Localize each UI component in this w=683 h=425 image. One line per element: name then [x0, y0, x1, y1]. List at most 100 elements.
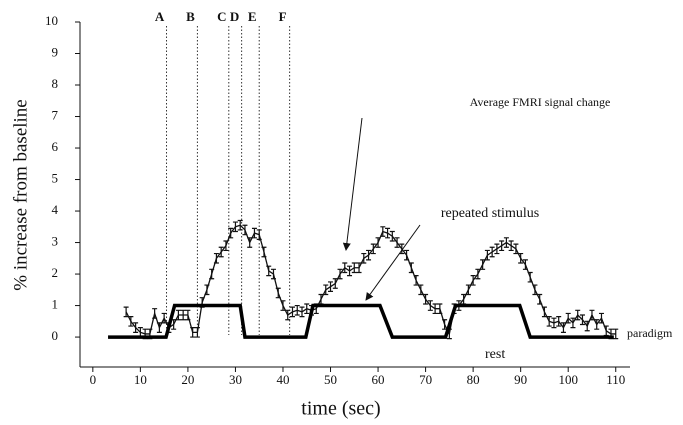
error-bar [266, 265, 272, 277]
error-bar [299, 306, 305, 318]
error-bar [570, 317, 576, 329]
error-bar [475, 268, 481, 280]
arrow [342, 117, 363, 251]
arrow [365, 224, 421, 301]
error-bar [437, 303, 443, 315]
error-bar [513, 243, 519, 255]
error-bar [161, 312, 167, 324]
error-bar [370, 243, 376, 255]
error-bar [489, 246, 495, 258]
error-bar [556, 315, 562, 327]
error-bar [223, 240, 229, 252]
x-tick-label: 30 [229, 372, 242, 387]
error-bar [503, 237, 509, 248]
annotation: rest [485, 347, 505, 362]
error-bar [256, 229, 262, 240]
error-bar [432, 303, 438, 315]
error-bar [589, 309, 595, 321]
annotation: Average FMRI signal change [470, 95, 611, 109]
error-bar [356, 262, 362, 274]
marker-label: A [155, 9, 165, 24]
error-bar [484, 249, 490, 261]
y-tick-label: 0 [52, 328, 59, 343]
error-bar [551, 317, 557, 329]
error-bar [289, 306, 295, 318]
x-tick-label: 90 [514, 372, 527, 387]
annotation: paradigm [627, 326, 673, 340]
x-tick-label: 100 [558, 372, 578, 387]
error-bar [123, 306, 129, 318]
x-tick-label: 70 [419, 372, 432, 387]
x-tick-label: 40 [276, 372, 289, 387]
marker-label: C [217, 9, 226, 24]
error-bar [404, 249, 410, 261]
error-bar [133, 322, 139, 333]
error-bar [598, 312, 604, 324]
marker-label: E [248, 9, 257, 24]
x-tick-label: 110 [606, 372, 625, 387]
series-line [108, 303, 614, 339]
error-bar [156, 322, 162, 333]
x-tick-label: 80 [467, 372, 480, 387]
error-bar [522, 259, 528, 270]
y-tick-label: 4 [52, 202, 59, 217]
error-bar [323, 284, 329, 296]
error-bar [385, 227, 391, 239]
y-tick-label: 5 [52, 171, 59, 186]
x-tick-label: 20 [181, 372, 194, 387]
error-bar [232, 221, 238, 233]
error-bar [541, 306, 547, 318]
error-bar [304, 303, 310, 315]
error-bar [537, 293, 543, 305]
error-bar [185, 309, 191, 321]
y-tick-label: 6 [52, 139, 59, 154]
error-bar [423, 293, 429, 305]
error-bar [584, 320, 590, 332]
y-tick-label: 9 [52, 44, 59, 59]
error-bar [251, 227, 257, 239]
x-axis-label: time (sec) [301, 398, 380, 420]
error-bar [194, 327, 200, 338]
y-tick-label: 1 [52, 297, 59, 312]
error-bar [575, 309, 581, 321]
y-tick-label: 8 [52, 76, 59, 91]
error-bar [218, 246, 224, 258]
x-tick-label: 0 [90, 372, 97, 387]
error-bar [275, 287, 281, 299]
error-bar [237, 219, 243, 231]
error-bar [380, 226, 386, 237]
error-bar [190, 327, 196, 338]
series-line [125, 224, 616, 336]
marker-label: B [186, 9, 195, 24]
error-bar [361, 252, 367, 264]
error-bar [389, 230, 395, 242]
x-tick-label: 10 [134, 372, 147, 387]
marker-label: F [279, 9, 287, 24]
error-bar [285, 309, 291, 321]
error-bar [427, 300, 433, 311]
error-bar [594, 319, 600, 330]
x-tick-label: 60 [372, 372, 385, 387]
error-bar [213, 252, 219, 264]
error-bar [332, 278, 338, 289]
marker-label: D [230, 9, 239, 24]
error-bar [527, 271, 533, 283]
error-bar [128, 315, 134, 327]
error-bar [347, 265, 353, 277]
error-bar [270, 268, 276, 280]
error-bar [413, 275, 419, 286]
error-bar [351, 262, 357, 274]
error-bar [394, 237, 400, 248]
error-bar [342, 262, 348, 274]
error-bar [494, 243, 500, 255]
y-tick-label: 2 [52, 265, 59, 280]
error-bar [399, 243, 405, 255]
error-bar [465, 284, 471, 296]
error-bar [546, 315, 552, 327]
y-axis-label: % increase from baseline [10, 99, 31, 291]
error-bar [375, 237, 381, 248]
error-bar [204, 284, 210, 296]
error-bar [242, 224, 248, 236]
error-bar [518, 252, 524, 264]
